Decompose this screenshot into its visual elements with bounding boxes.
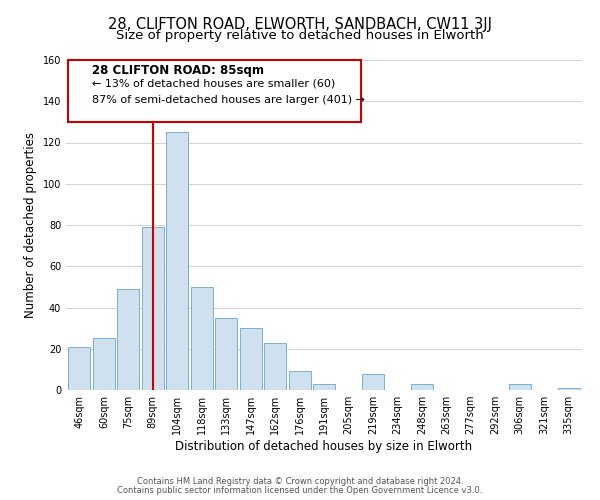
Bar: [362, 374, 384, 390]
Bar: [264, 342, 286, 390]
Text: Size of property relative to detached houses in Elworth: Size of property relative to detached ho…: [116, 29, 484, 42]
Bar: [313, 384, 335, 390]
Text: Contains public sector information licensed under the Open Government Licence v3: Contains public sector information licen…: [118, 486, 482, 495]
Bar: [68, 346, 91, 390]
Bar: [93, 338, 115, 390]
Bar: [411, 384, 433, 390]
Bar: [557, 388, 580, 390]
X-axis label: Distribution of detached houses by size in Elworth: Distribution of detached houses by size …: [175, 440, 473, 453]
Text: 87% of semi-detached houses are larger (401) →: 87% of semi-detached houses are larger (…: [92, 95, 365, 105]
Bar: [142, 227, 164, 390]
Text: 28, CLIFTON ROAD, ELWORTH, SANDBACH, CW11 3JJ: 28, CLIFTON ROAD, ELWORTH, SANDBACH, CW1…: [108, 18, 492, 32]
Text: ← 13% of detached houses are smaller (60): ← 13% of detached houses are smaller (60…: [92, 78, 335, 88]
Bar: [215, 318, 237, 390]
Bar: [239, 328, 262, 390]
Bar: [509, 384, 530, 390]
FancyBboxPatch shape: [68, 60, 361, 122]
Bar: [289, 372, 311, 390]
Y-axis label: Number of detached properties: Number of detached properties: [24, 132, 37, 318]
Bar: [166, 132, 188, 390]
Text: Contains HM Land Registry data © Crown copyright and database right 2024.: Contains HM Land Registry data © Crown c…: [137, 477, 463, 486]
Bar: [118, 289, 139, 390]
Bar: [191, 287, 213, 390]
Text: 28 CLIFTON ROAD: 85sqm: 28 CLIFTON ROAD: 85sqm: [92, 64, 263, 77]
